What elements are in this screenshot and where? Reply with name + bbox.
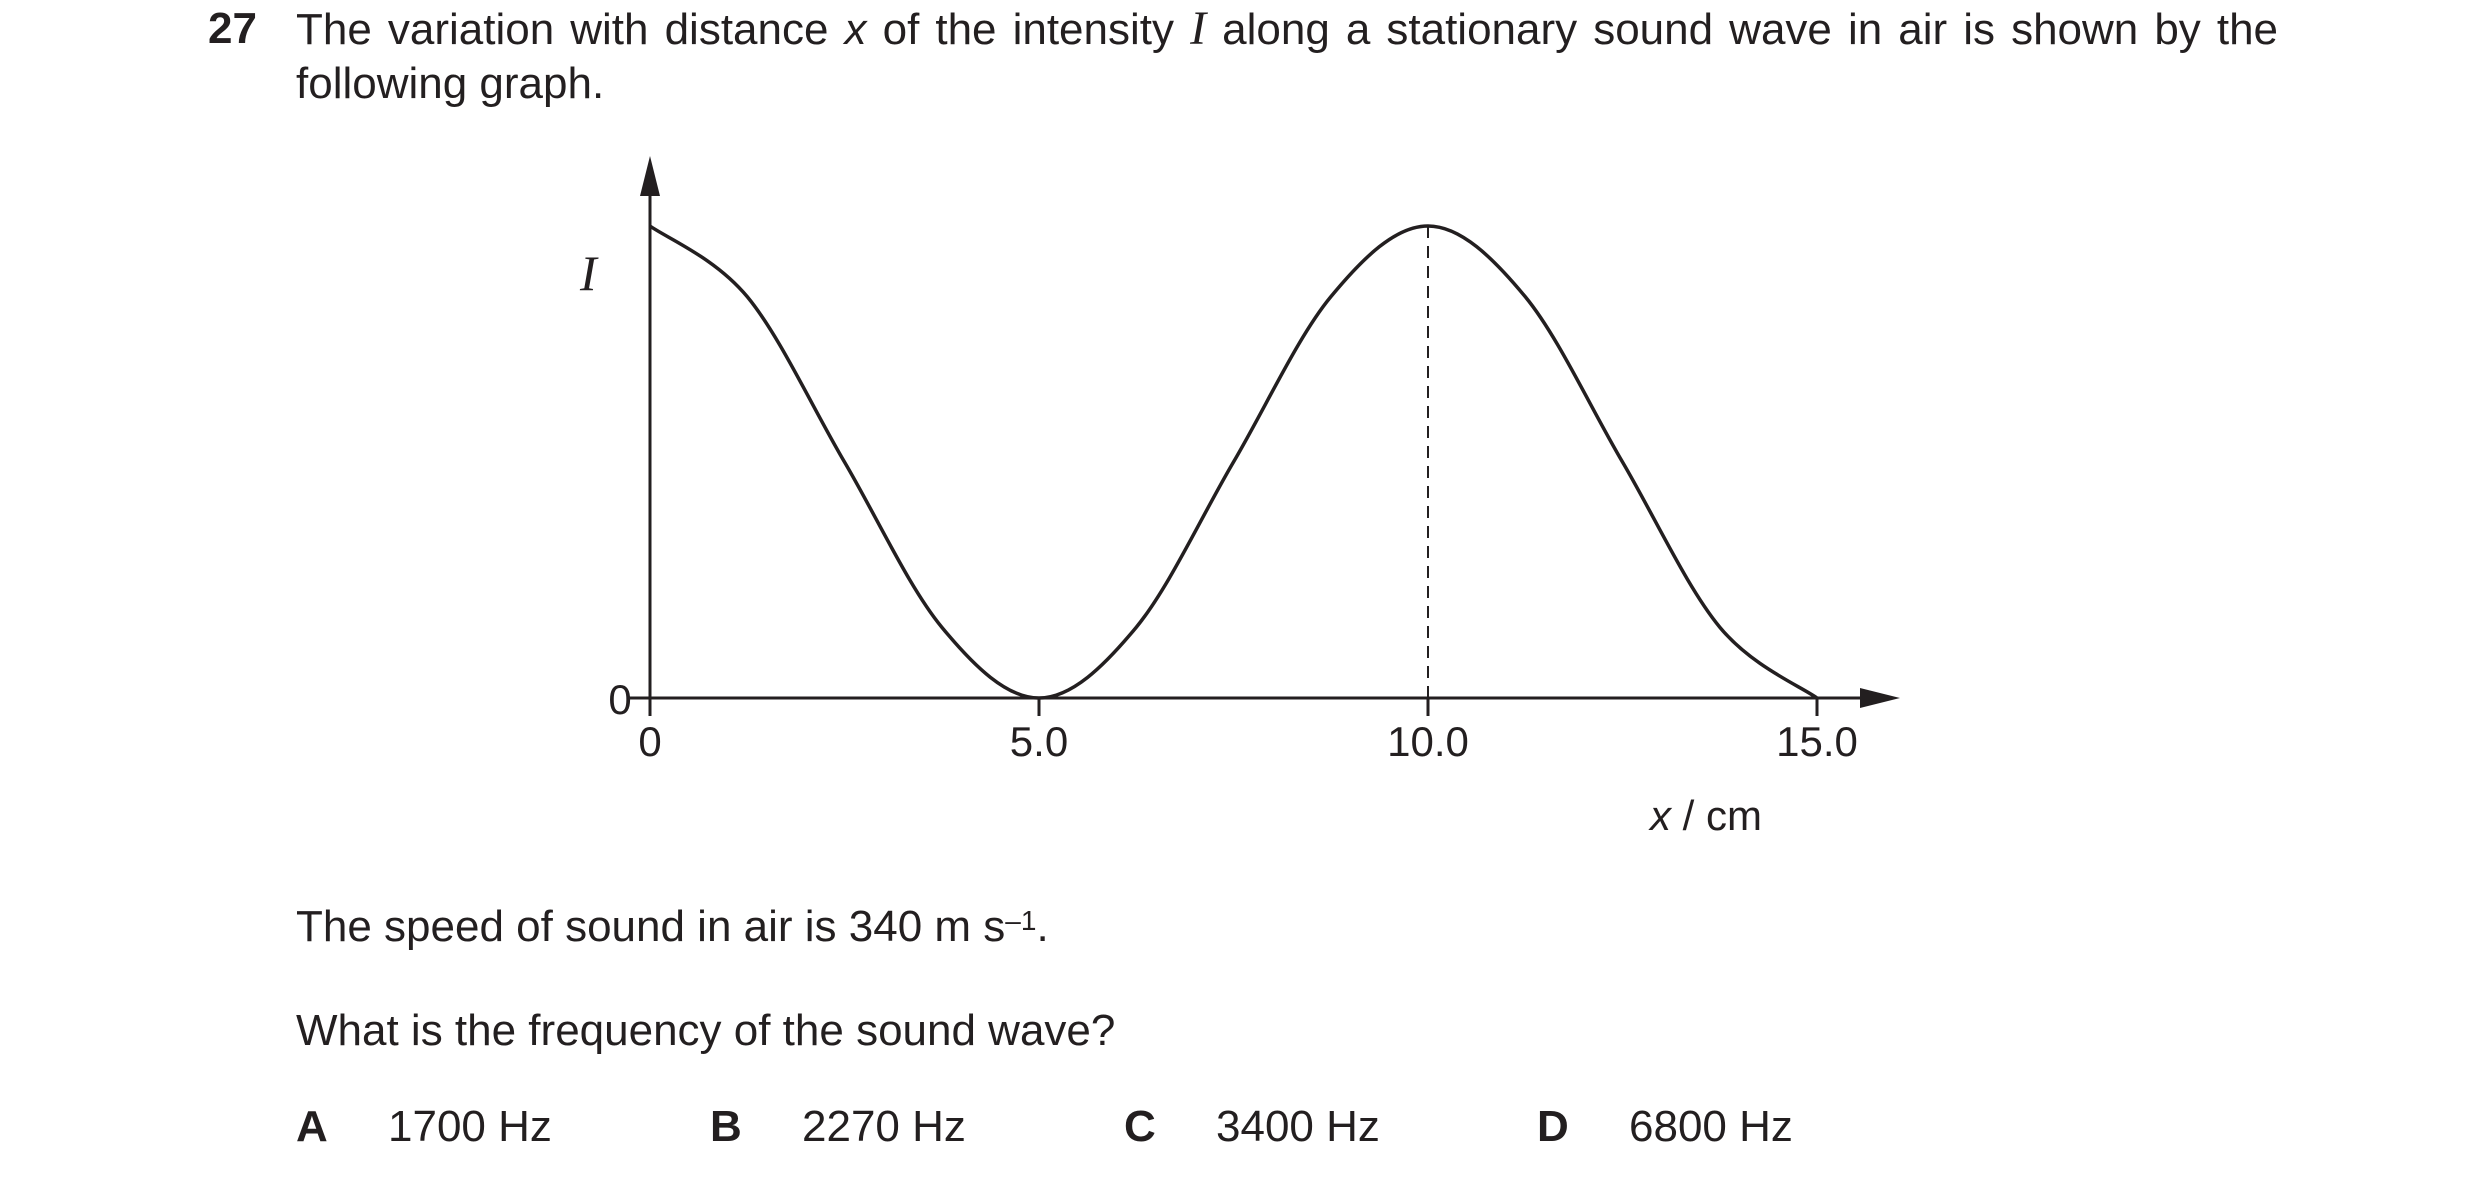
intensity-curve [648,224,1819,700]
question-number: 27 [208,4,257,53]
option-letter: B [710,1102,742,1151]
y-axis-arrow [640,156,660,196]
option-letter: C [1124,1102,1156,1151]
x-tick-label: 5.0 [1010,718,1068,765]
option-letter: D [1537,1102,1569,1151]
x-tick-label: 0 [638,718,661,765]
option-c[interactable]: C 3400 Hz [1124,1100,1380,1154]
x-tick-label: 10.0 [1387,718,1469,765]
x-axis-label: x / cm [1648,792,1762,839]
stem-variable-i: I [1190,2,1207,55]
option-b[interactable]: B 2270 Hz [710,1100,966,1154]
stem-text-1: The variation with distance [296,5,845,54]
question-stem: The variation with distance x of the int… [296,2,2278,111]
x-ticks: 0 5.0 10.0 15.0 [628,696,1858,765]
y-axis-label: I [579,245,599,301]
x-axis-arrow [1860,688,1900,708]
stem-text-3: along a stationary sound wave in air is … [296,5,2279,108]
speed-end: . [1036,902,1049,951]
option-d[interactable]: D 6800 Hz [1537,1100,1793,1154]
option-text: 2270 Hz [802,1102,966,1151]
x-axis-label-variable: x [1648,792,1673,839]
stem-text-2: of the intensity [866,5,1191,54]
x-axis-label-unit: / cm [1671,792,1762,839]
y-tick-label-0: 0 [608,676,631,723]
option-letter: A [296,1102,328,1151]
stem-variable-x: x [844,5,867,54]
question-prompt: What is the frequency of the sound wave? [296,1006,1116,1055]
intensity-distance-graph: 0 5.0 10.0 15.0 0 I x / cm [579,156,1900,839]
speed-unit-exponent: –1 [1005,905,1037,936]
option-text: 1700 Hz [388,1102,552,1151]
speed-text: The speed of sound in air is 340 m s [296,902,1006,951]
option-a[interactable]: A 1700 Hz [296,1100,552,1154]
option-text: 6800 Hz [1629,1102,1793,1151]
x-tick-label: 15.0 [1776,718,1858,765]
speed-of-sound-statement: The speed of sound in air is 340 m s–1. [296,900,1049,954]
option-text: 3400 Hz [1216,1102,1380,1151]
